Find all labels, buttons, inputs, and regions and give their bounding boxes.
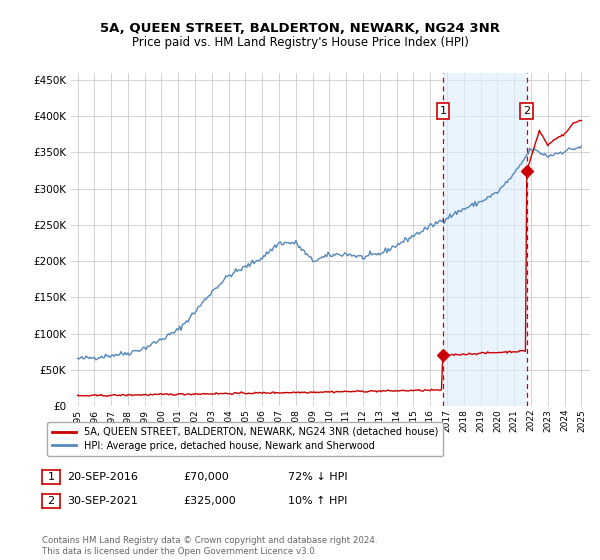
Text: 2: 2 xyxy=(523,106,530,116)
Bar xyxy=(443,73,527,406)
Text: Price paid vs. HM Land Registry's House Price Index (HPI): Price paid vs. HM Land Registry's House … xyxy=(131,36,469,49)
Text: 10% ↑ HPI: 10% ↑ HPI xyxy=(288,496,347,506)
Legend: 5A, QUEEN STREET, BALDERTON, NEWARK, NG24 3NR (detached house), HPI: Average pri: 5A, QUEEN STREET, BALDERTON, NEWARK, NG2… xyxy=(47,422,443,456)
Text: 1: 1 xyxy=(47,472,55,482)
Text: 1: 1 xyxy=(439,106,446,116)
Text: 5A, QUEEN STREET, BALDERTON, NEWARK, NG24 3NR: 5A, QUEEN STREET, BALDERTON, NEWARK, NG2… xyxy=(100,22,500,35)
Text: Contains HM Land Registry data © Crown copyright and database right 2024.
This d: Contains HM Land Registry data © Crown c… xyxy=(42,536,377,556)
Text: 72% ↓ HPI: 72% ↓ HPI xyxy=(288,472,347,482)
Text: 30-SEP-2021: 30-SEP-2021 xyxy=(67,496,138,506)
Text: £325,000: £325,000 xyxy=(183,496,236,506)
Text: 2: 2 xyxy=(47,496,55,506)
Text: 20-SEP-2016: 20-SEP-2016 xyxy=(67,472,138,482)
Text: £70,000: £70,000 xyxy=(183,472,229,482)
